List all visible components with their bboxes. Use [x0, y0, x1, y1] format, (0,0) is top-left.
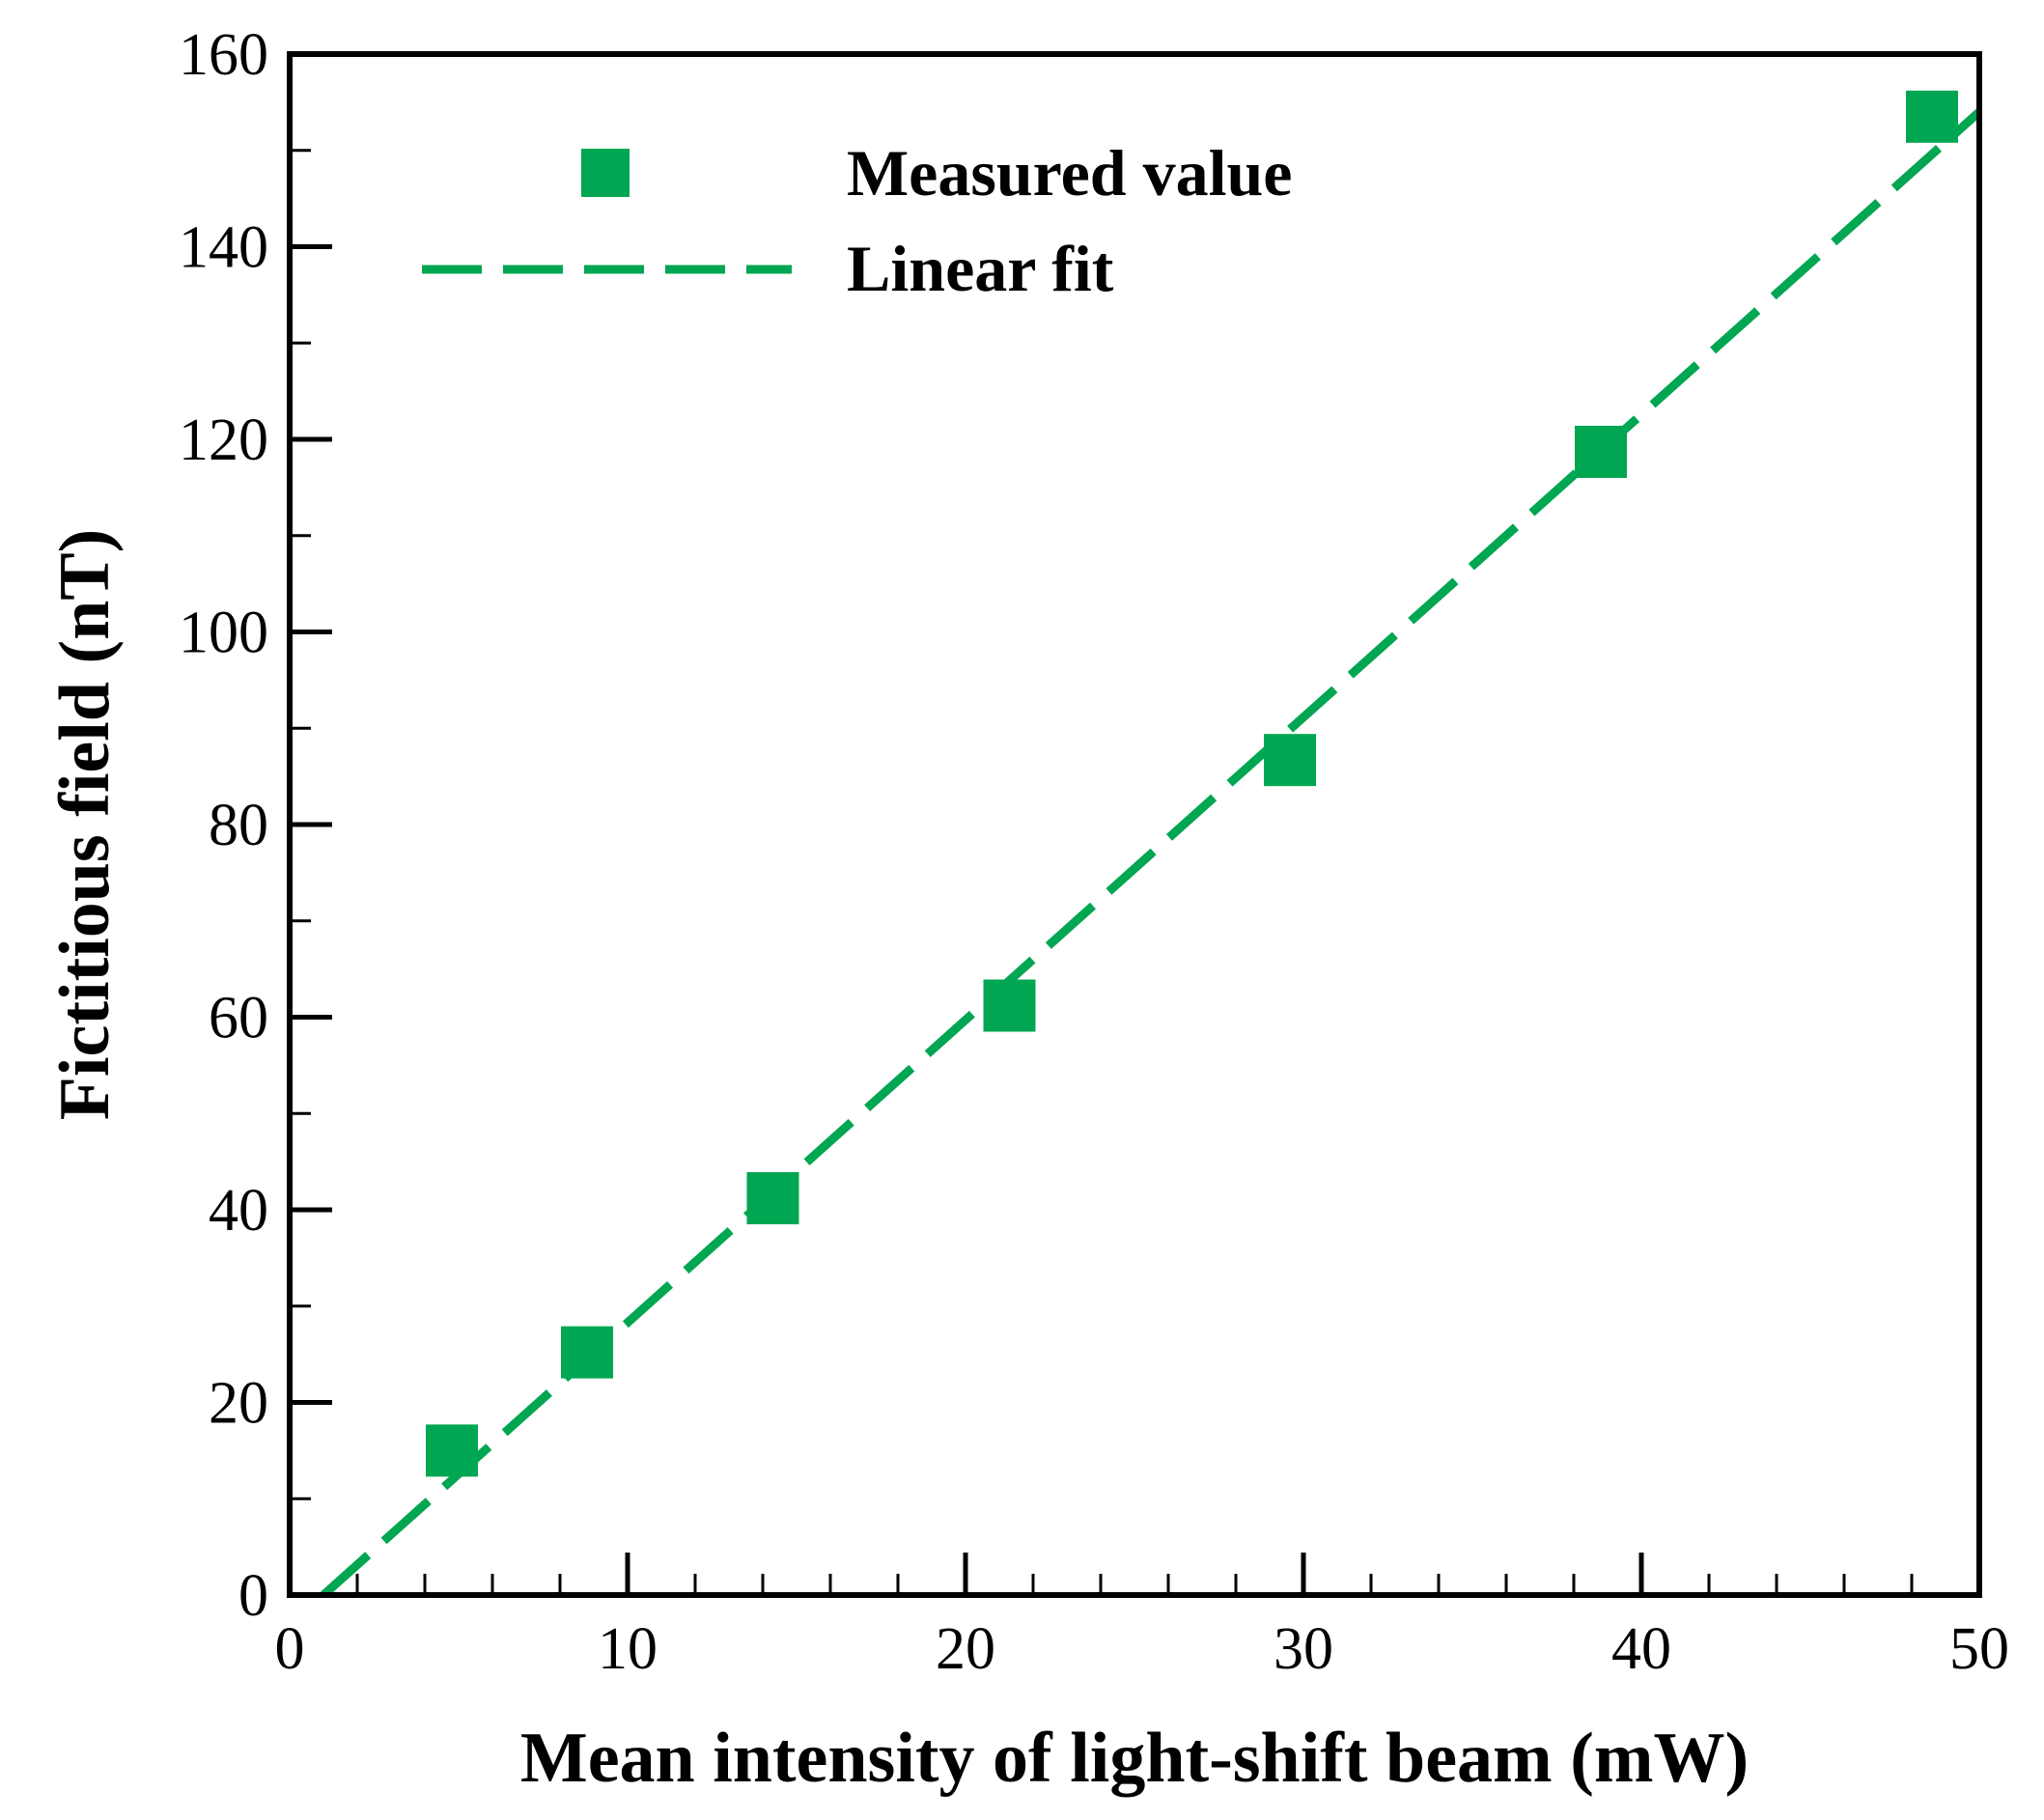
data-point — [1264, 734, 1316, 787]
x-tick-label: 50 — [1949, 1616, 2009, 1682]
axis-ticks — [287, 51, 1982, 1598]
legend-square-marker-icon — [581, 149, 630, 197]
y-tick-label: 40 — [209, 1178, 268, 1244]
legend: Measured value Linear fit — [422, 136, 1293, 305]
y-axis-title: Fictitious field (nT) — [45, 529, 125, 1121]
data-point — [1575, 425, 1627, 478]
data-point — [983, 979, 1036, 1032]
x-tick-labels: 0 10 20 30 40 50 — [275, 1616, 2010, 1682]
x-tick-label: 10 — [598, 1616, 658, 1682]
data-point — [1906, 90, 1958, 143]
y-tick-label: 60 — [209, 986, 268, 1051]
y-tick-label: 120 — [179, 407, 268, 473]
y-tick-label: 100 — [179, 601, 268, 666]
x-tick-label: 30 — [1274, 1616, 1333, 1682]
data-point — [746, 1172, 799, 1225]
y-tick-label: 80 — [209, 793, 268, 858]
y-tick-label: 0 — [238, 1563, 268, 1629]
y-tick-label: 20 — [209, 1371, 268, 1437]
legend-label-measured: Measured value — [847, 136, 1293, 210]
data-point — [561, 1326, 613, 1379]
x-tick-label: 0 — [275, 1616, 305, 1682]
x-tick-label: 20 — [936, 1616, 995, 1682]
y-tick-labels: 0 20 40 60 80 100 120 140 160 — [179, 22, 268, 1629]
x-axis-title: Mean intensity of light-shift beam (mW) — [520, 1719, 1749, 1798]
data-points-layer — [426, 90, 1958, 1477]
legend-label-fit: Linear fit — [847, 232, 1114, 305]
y-tick-label: 140 — [179, 215, 268, 281]
x-tick-label: 40 — [1611, 1616, 1671, 1682]
plot-frame — [287, 51, 1982, 1598]
data-point — [426, 1424, 478, 1477]
y-tick-label: 160 — [179, 22, 268, 88]
